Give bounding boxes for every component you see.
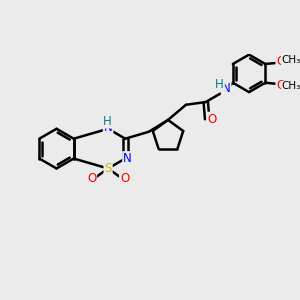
Text: H: H (103, 115, 112, 128)
Text: O: O (276, 55, 286, 68)
Text: O: O (276, 79, 286, 92)
Text: N: N (123, 152, 132, 165)
Text: CH₃: CH₃ (282, 56, 300, 65)
Text: S: S (104, 162, 112, 175)
Text: O: O (120, 172, 129, 184)
Text: H: H (215, 78, 224, 92)
Text: CH₃: CH₃ (282, 81, 300, 91)
Text: N: N (104, 121, 112, 134)
Text: O: O (87, 172, 96, 184)
Text: O: O (208, 112, 217, 126)
Text: N: N (222, 82, 230, 95)
